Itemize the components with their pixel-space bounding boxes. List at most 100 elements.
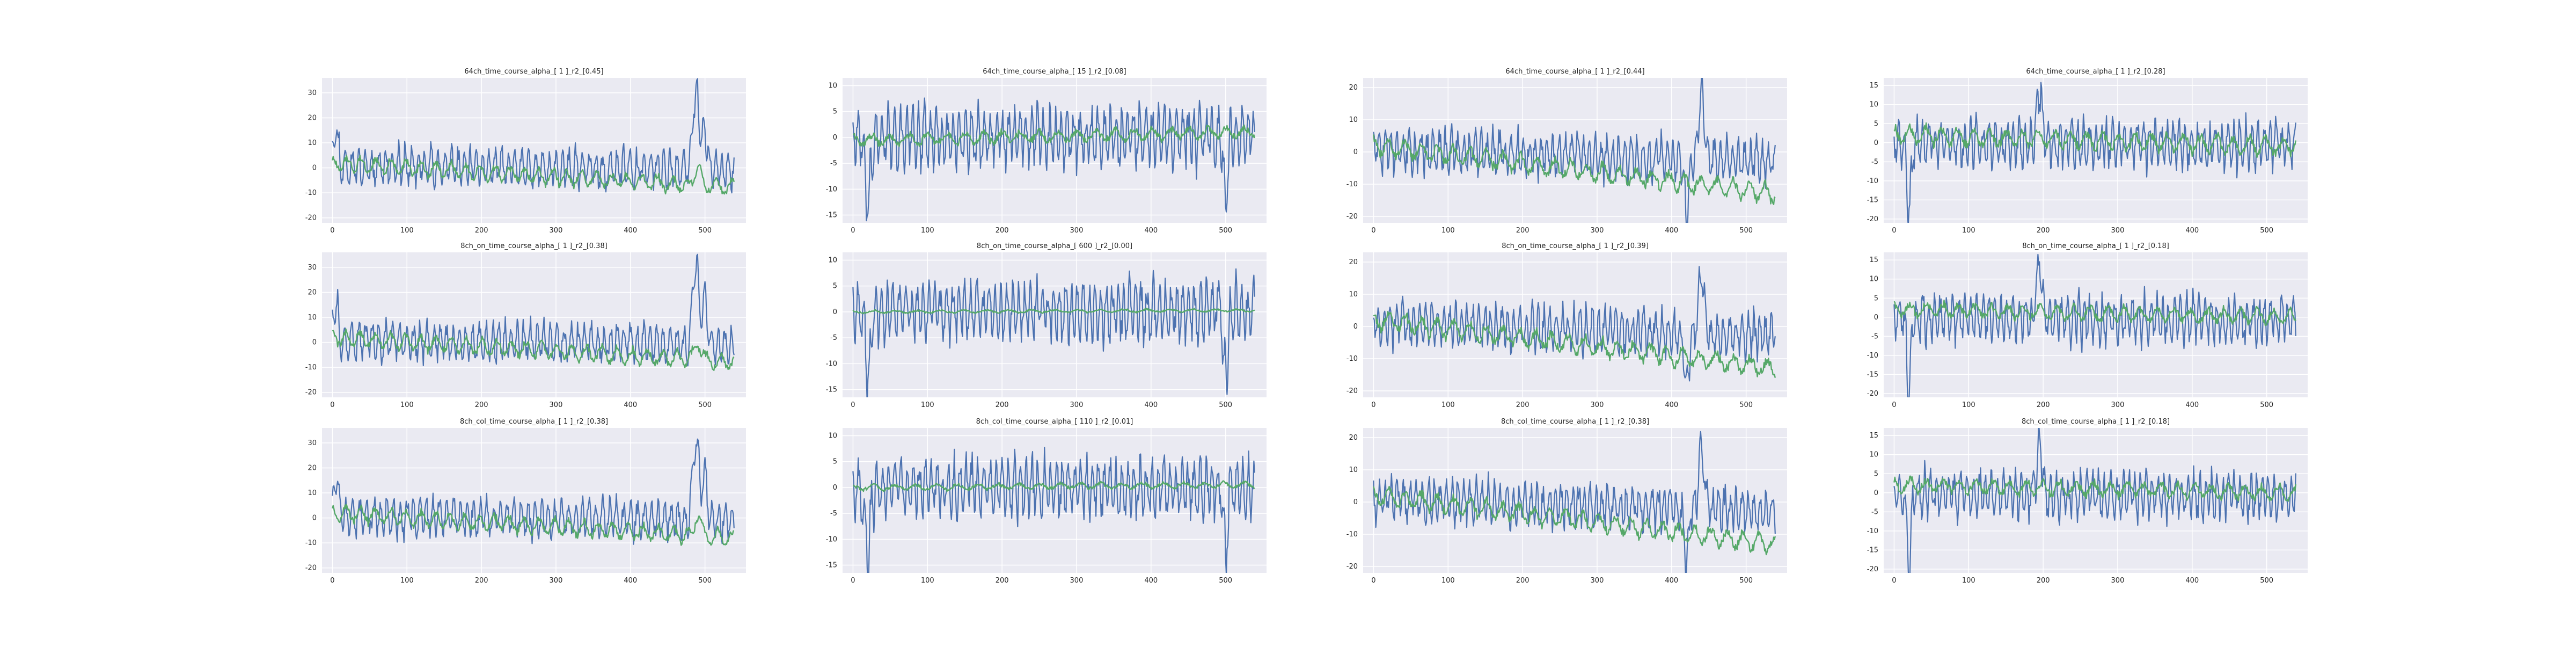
chart-0-ytick-label: -20 bbox=[305, 214, 317, 222]
chart-1: 0 100 200 300 400 500 -15 -10 -5 0 5 10 64ch_time_co… bbox=[826, 68, 1267, 235]
chart-5-xtick-label: 200 bbox=[996, 401, 1009, 409]
chart-9-title: 8ch_col_time_course_alpha_[ 110 ]_r2_[0.… bbox=[976, 418, 1133, 426]
chart-7: 0 100 200 300 400 500 -20 -15 -10 -5 0 5 10 15 8ch_on_… bbox=[1867, 242, 2308, 409]
chart-3-ytick-label: -5 bbox=[1871, 158, 1878, 166]
chart-9-xtick-label: 500 bbox=[1219, 577, 1232, 585]
chart-10-ytick-label: 20 bbox=[1349, 434, 1358, 442]
chart-7-ytick-label: 15 bbox=[1869, 256, 1878, 264]
chart-1-title: 64ch_time_course_alpha_[ 15 ]_r2_[0.08] bbox=[983, 68, 1126, 76]
chart-6-ytick-label: 20 bbox=[1349, 258, 1358, 266]
chart-11-series-0-line bbox=[1893, 428, 2296, 573]
chart-10-ytick-label: -20 bbox=[1346, 563, 1358, 571]
chart-1-ytick-label: 0 bbox=[833, 134, 837, 142]
chart-5-xtick-label: 500 bbox=[1219, 401, 1232, 409]
chart-9-xtick-label: 400 bbox=[1144, 577, 1158, 585]
chart-2-ytick-label: -20 bbox=[1346, 213, 1358, 221]
chart-7-xtick-label: 400 bbox=[2185, 401, 2199, 409]
chart-7-xtick-label: 300 bbox=[2111, 401, 2125, 409]
chart-8-ytick-label: -20 bbox=[305, 564, 317, 572]
chart-11-ytick-label: 15 bbox=[1869, 432, 1878, 440]
chart-9: 0 100 200 300 400 500 -15 -10 -5 0 5 10 8ch_col_time… bbox=[826, 418, 1267, 585]
chart-11-xtick-label: 300 bbox=[2111, 577, 2125, 585]
chart-4-xtick-label: 300 bbox=[550, 401, 563, 409]
chart-11-xtick-label: 0 bbox=[1892, 577, 1896, 585]
chart-7-ytick-label: -20 bbox=[1867, 390, 1878, 398]
chart-0-xtick-label: 500 bbox=[698, 227, 712, 235]
chart-4-series-1-line bbox=[332, 328, 735, 371]
chart-4-xtick-label: 500 bbox=[698, 401, 712, 409]
chart-10-xtick-label: 300 bbox=[1591, 577, 1604, 585]
chart-1-series-1-line bbox=[852, 124, 1255, 147]
chart-2: 0 100 200 300 400 500 -20 -10 0 10 20 64ch_time_cou… bbox=[1346, 68, 1787, 235]
chart-10-title: 8ch_col_time_course_alpha_[ 1 ]_r2_[0.38… bbox=[1501, 418, 1649, 426]
chart-4-ytick-label: 10 bbox=[308, 314, 317, 322]
chart-9-xtick-label: 300 bbox=[1070, 577, 1084, 585]
chart-1-ytick-label: -10 bbox=[826, 185, 837, 193]
chart-8-series-1-line bbox=[332, 504, 735, 546]
chart-6-series-0-line bbox=[1373, 266, 1776, 382]
chart-9-ytick-label: -10 bbox=[826, 535, 837, 543]
chart-2-ytick-label: 0 bbox=[1353, 148, 1358, 156]
chart-6-ytick-label: -20 bbox=[1346, 387, 1358, 395]
chart-3-title: 64ch_time_course_alpha_[ 1 ]_r2_[0.28] bbox=[2026, 68, 2165, 76]
chart-5-xtick-label: 300 bbox=[1070, 401, 1084, 409]
chart-4-xtick-label: 400 bbox=[624, 401, 637, 409]
chart-3-series-1-line bbox=[1893, 122, 2296, 158]
chart-9-ytick-label: 0 bbox=[833, 484, 837, 492]
chart-3-xtick-label: 300 bbox=[2111, 227, 2125, 235]
chart-6-xtick-label: 100 bbox=[1441, 401, 1455, 409]
chart-7-ytick-label: 10 bbox=[1869, 275, 1878, 283]
chart-9-series-1-line bbox=[852, 480, 1255, 492]
chart-4-xtick-label: 100 bbox=[400, 401, 414, 409]
chart-9-xtick-label: 200 bbox=[996, 577, 1009, 585]
chart-11-xtick-label: 500 bbox=[2260, 577, 2273, 585]
chart-11-series-1-line bbox=[1893, 475, 2296, 502]
chart-1-series-0-line bbox=[852, 97, 1255, 222]
chart-3-ytick-label: -20 bbox=[1867, 215, 1878, 223]
chart-2-xtick-label: 100 bbox=[1441, 227, 1455, 235]
chart-5-xtick-label: 0 bbox=[851, 401, 855, 409]
chart-2-ytick-label: -10 bbox=[1346, 180, 1358, 188]
chart-4-ytick-label: 20 bbox=[308, 288, 317, 296]
chart-4: 0 100 200 300 400 500 -20 -10 0 10 20 30 8ch_on_time… bbox=[305, 242, 746, 409]
chart-10-xtick-label: 0 bbox=[1371, 577, 1375, 585]
chart-10-series-0-line bbox=[1373, 431, 1776, 573]
chart-10-ytick-label: -10 bbox=[1346, 530, 1358, 539]
chart-2-xtick-label: 0 bbox=[1371, 227, 1375, 235]
chart-1-xtick-label: 400 bbox=[1144, 227, 1158, 235]
chart-4-ytick-label: -10 bbox=[305, 364, 317, 372]
chart-11-ytick-label: 5 bbox=[1874, 470, 1878, 478]
chart-1-ytick-label: 10 bbox=[828, 82, 837, 90]
chart-7-xtick-label: 200 bbox=[2037, 401, 2050, 409]
chart-4-ytick-label: 30 bbox=[308, 264, 317, 272]
chart-8-ytick-label: -10 bbox=[305, 539, 317, 547]
chart-2-xtick-label: 200 bbox=[1516, 227, 1529, 235]
chart-11-xtick-label: 200 bbox=[2037, 577, 2050, 585]
chart-1-xtick-label: 300 bbox=[1070, 227, 1084, 235]
chart-9-ytick-label: -5 bbox=[830, 510, 837, 518]
chart-2-series-1-line bbox=[1373, 134, 1776, 205]
chart-11-ytick-label: 10 bbox=[1869, 451, 1878, 459]
chart-2-ytick-label: 20 bbox=[1349, 84, 1358, 92]
chart-2-ytick-label: 10 bbox=[1349, 116, 1358, 124]
chart-6-title: 8ch_on_time_course_alpha_[ 1 ]_r2_[0.39] bbox=[1502, 242, 1649, 250]
chart-7-plot-area bbox=[1884, 252, 2308, 397]
chart-3-ytick-label: 10 bbox=[1869, 101, 1878, 109]
chart-7-ytick-label: 5 bbox=[1874, 294, 1878, 302]
chart-4-series-0-line bbox=[332, 253, 735, 367]
chart-10-xtick-label: 500 bbox=[1739, 577, 1753, 585]
chart-1-xtick-label: 0 bbox=[851, 227, 855, 235]
chart-8-xtick-label: 300 bbox=[550, 577, 563, 585]
chart-7-series-1-line bbox=[1893, 300, 2296, 326]
chart-4-ytick-label: -20 bbox=[305, 389, 317, 397]
chart-6-xtick-label: 0 bbox=[1371, 401, 1375, 409]
chart-3-ytick-label: 0 bbox=[1874, 139, 1878, 147]
chart-3-xtick-label: 500 bbox=[2260, 227, 2273, 235]
chart-7-xtick-label: 500 bbox=[2260, 401, 2273, 409]
chart-0-xtick-label: 400 bbox=[624, 227, 637, 235]
chart-3-series-0-line bbox=[1893, 82, 2296, 223]
chart-5-ytick-label: 5 bbox=[833, 282, 837, 290]
chart-10-ytick-label: 0 bbox=[1353, 498, 1358, 506]
